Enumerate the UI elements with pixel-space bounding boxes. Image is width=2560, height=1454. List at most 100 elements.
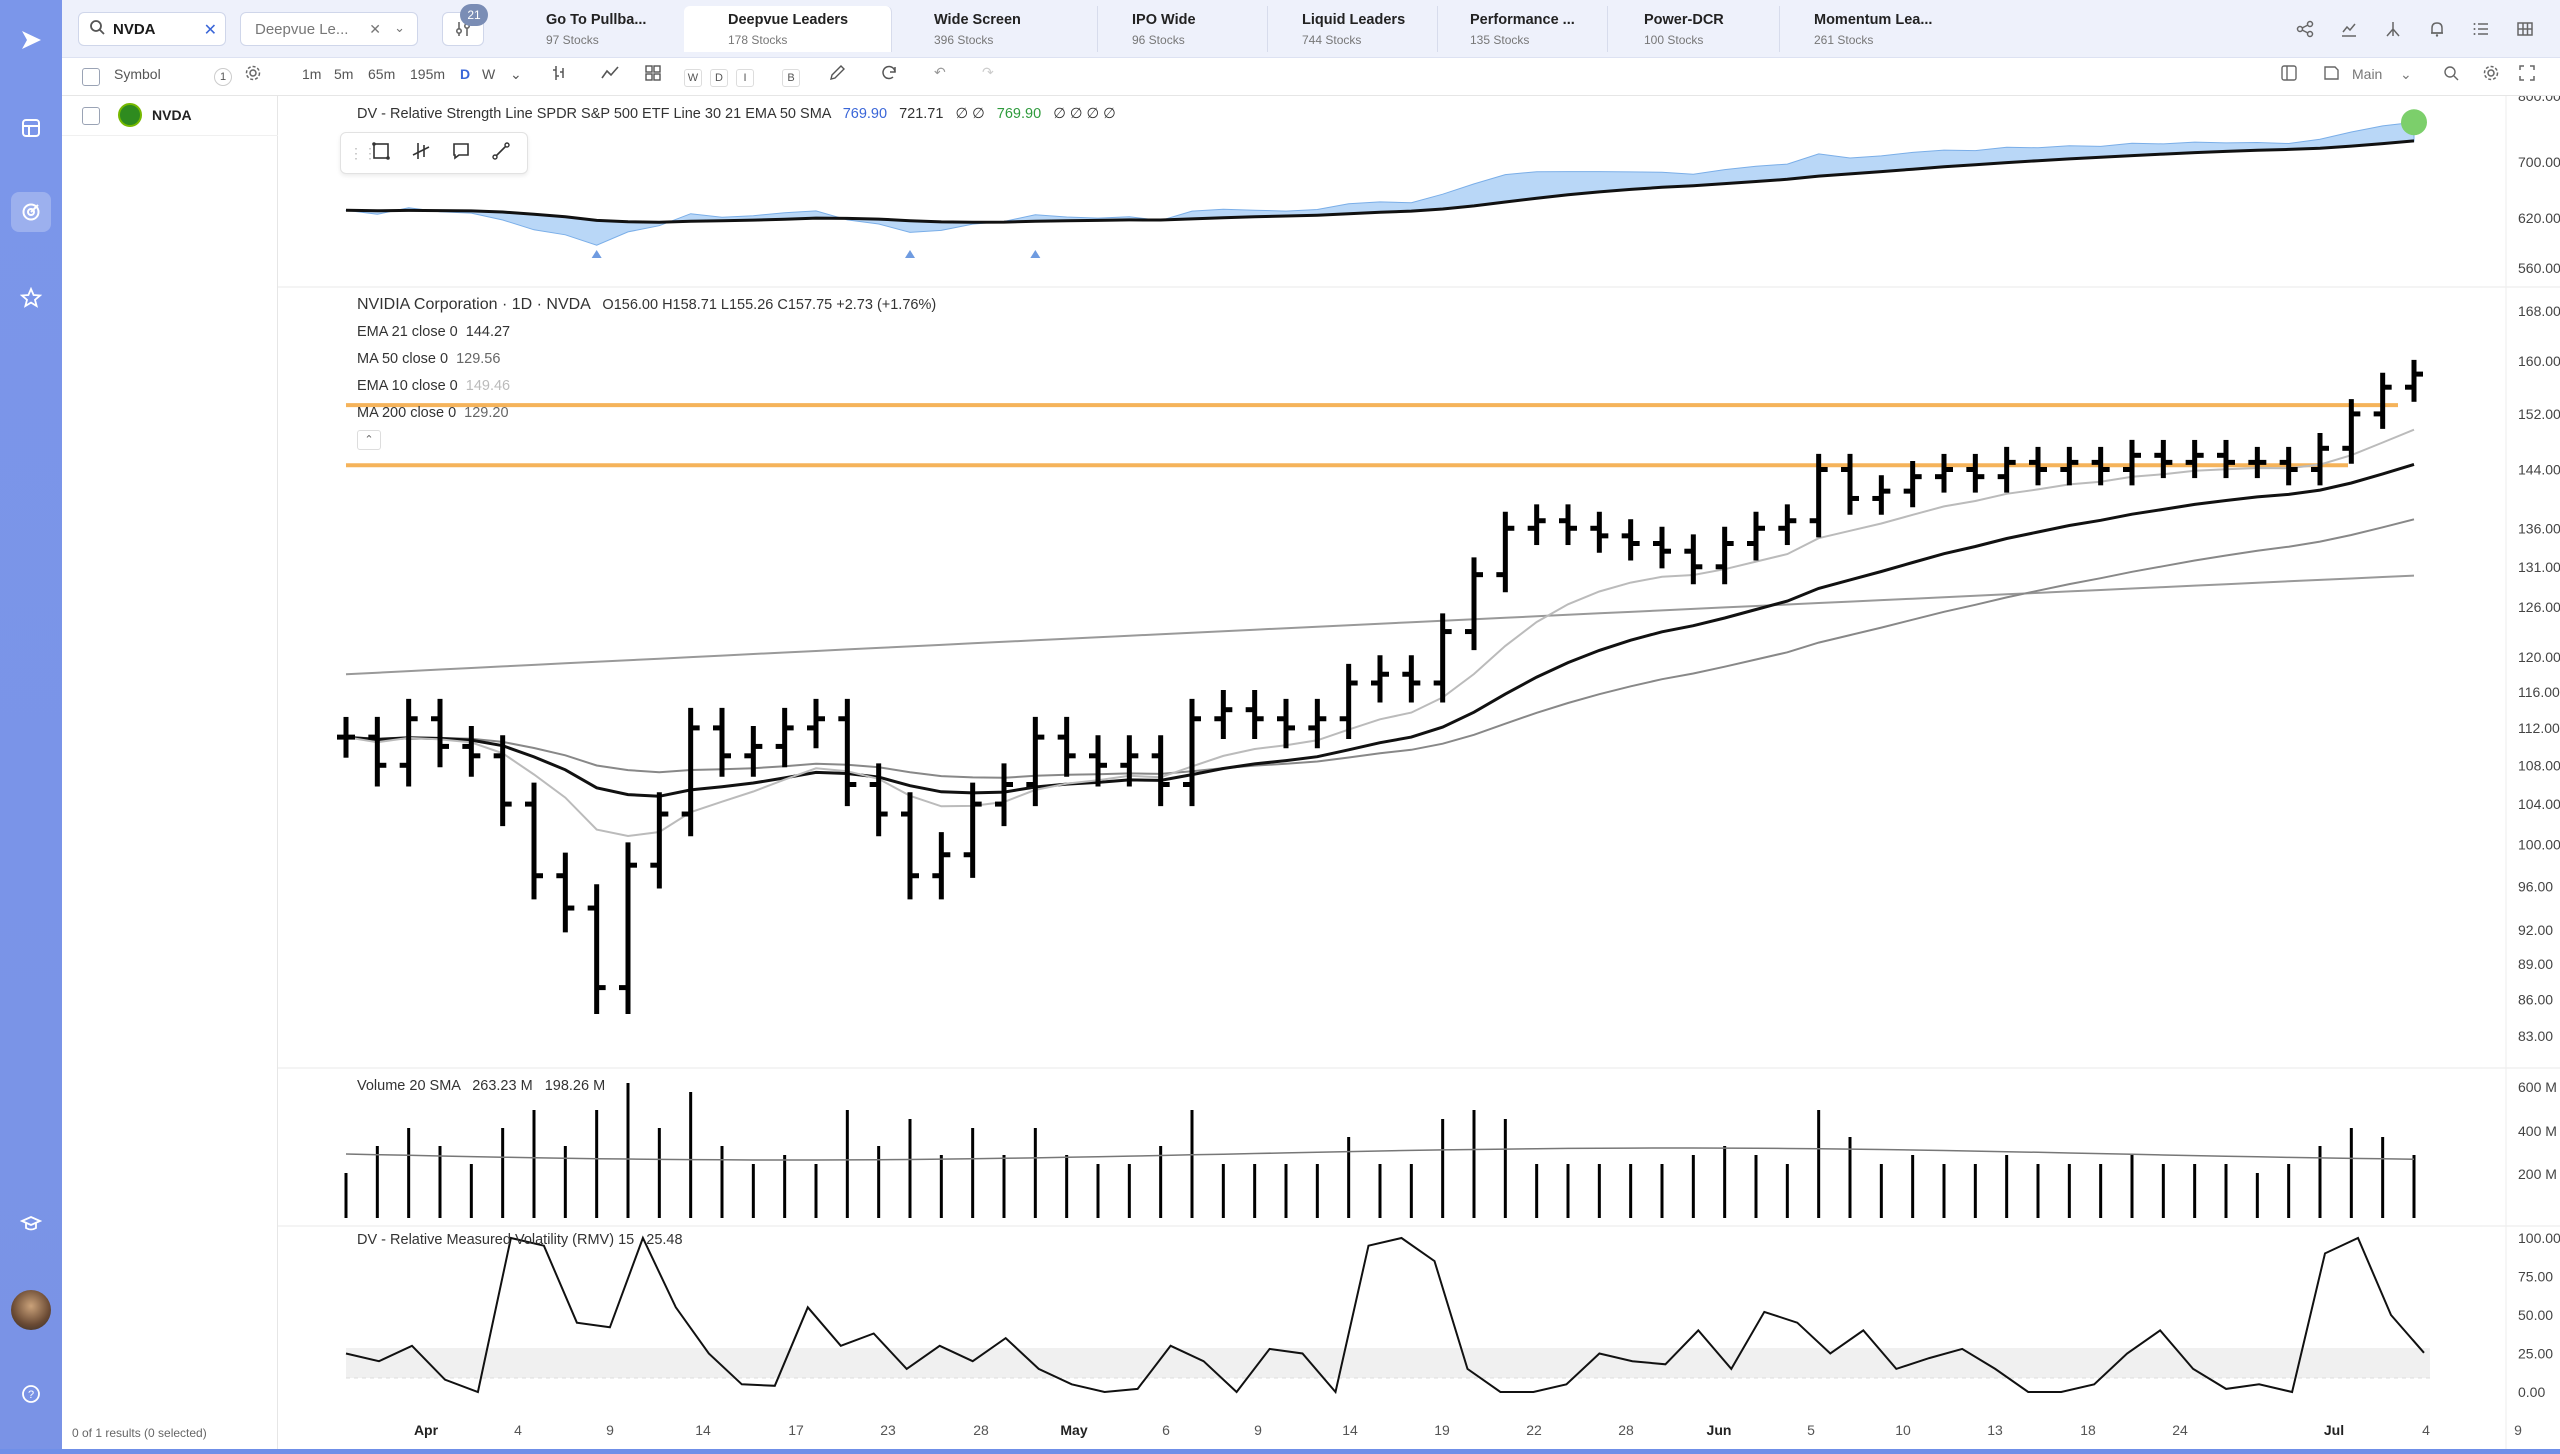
layout-name[interactable]: Main (2352, 66, 2383, 82)
interval-5m[interactable]: 5m (334, 66, 354, 82)
tab-ipo-wide[interactable]: IPO Wide 96 Stocks (1098, 6, 1268, 52)
x-tick-label: 5 (1807, 1422, 1815, 1438)
chart-area[interactable]: 800.00 700.00 620.00 560.00 168.00 160.00 152.… (278, 88, 2560, 1449)
price-bar (1026, 716, 1045, 807)
x-tick-label: 9 (2514, 1422, 2522, 1438)
layout-icon[interactable] (2280, 64, 2298, 85)
chevron-down-icon[interactable]: ⌄ (394, 20, 405, 35)
interval-65m[interactable]: 65m (368, 66, 396, 82)
price-bar (587, 884, 606, 1014)
chart-line-icon[interactable] (2334, 14, 2364, 44)
tab-count: 396 Stocks (934, 33, 994, 47)
watchlist-select[interactable]: Deepvue Le... ✕ ⌄ (240, 12, 418, 46)
indicators-icon[interactable] (600, 64, 620, 85)
watchlist-icon[interactable] (11, 108, 51, 148)
bar-pattern-tool-icon[interactable] (411, 141, 431, 166)
price-bar (1997, 446, 2016, 493)
refresh-icon[interactable] (880, 64, 898, 85)
fullscreen-icon[interactable] (2518, 64, 2536, 85)
price-bar (2185, 439, 2204, 479)
price-bar (2248, 446, 2267, 479)
list-view-icon[interactable] (2466, 14, 2496, 44)
rectangle-tool-icon[interactable] (371, 141, 391, 166)
bell-icon[interactable] (2422, 14, 2452, 44)
price-bar (1559, 504, 1577, 546)
select-all-checkbox[interactable] (82, 68, 100, 86)
price-legend: NVIDIA Corporation · 1D · NVDA O156.00 H… (357, 296, 936, 314)
bar-style-icon[interactable] (550, 64, 568, 85)
volume-sma-line (345, 1147, 2415, 1161)
x-tick-label: 4 (514, 1422, 522, 1438)
flag-w[interactable]: W (684, 69, 702, 87)
price-bar (650, 792, 669, 889)
trendline-tool-icon[interactable] (491, 141, 511, 166)
tab-wide-screen[interactable]: Wide Screen 396 Stocks (894, 6, 1098, 52)
undo-icon[interactable]: ↶ (934, 64, 946, 80)
interval-chevron-icon[interactable]: ⌄ (510, 66, 522, 82)
tab-count: 178 Stocks (728, 33, 788, 47)
clear-search-icon[interactable]: ✕ (203, 22, 217, 39)
education-icon[interactable] (11, 1204, 51, 1244)
price-bar (1120, 735, 1139, 787)
price-bar (1371, 655, 1389, 703)
interval-d[interactable]: D (460, 66, 471, 82)
redo-icon[interactable]: ↷ (982, 64, 994, 80)
rmv-pane (345, 1235, 2425, 1395)
tab-count: 261 Stocks (1814, 33, 1874, 47)
tab-deepvue-leaders[interactable]: Deepvue Leaders 178 Stocks (684, 6, 892, 52)
tab-performance[interactable]: Performance ... 135 Stocks (1438, 6, 1608, 52)
price-bar (1684, 534, 1703, 585)
rs-tick-label: 560.00 (2518, 260, 2560, 276)
tab-name: Power-DCR (1644, 12, 1724, 28)
watchlist-select-value: Deepvue Le... (255, 20, 349, 38)
draw-pen-icon[interactable] (828, 64, 846, 85)
price-bar (838, 698, 857, 807)
rs-ema-line (345, 139, 2415, 224)
rs-tick-label: 800.00 (2518, 96, 2560, 104)
symbol-search[interactable]: NVDA ✕ (78, 12, 226, 46)
screener-icon[interactable] (11, 192, 51, 232)
rs-value-2: 721.71 (899, 106, 944, 122)
rmv-line (345, 1235, 2425, 1395)
rs-value-3: 769.90 (996, 106, 1042, 122)
rmv-tick-label: 75.00 (2518, 1269, 2553, 1285)
pitchfork-icon[interactable] (2378, 14, 2408, 44)
collapse-legend-button[interactable]: ⌃ (357, 430, 381, 450)
help-icon[interactable]: ? (11, 1374, 51, 1414)
drag-handle-icon[interactable]: ⋮⋮ (349, 144, 377, 161)
layout-chevron-icon[interactable]: ⌄ (2400, 66, 2412, 82)
user-avatar[interactable] (11, 1290, 51, 1330)
save-layout-icon[interactable] (2322, 64, 2340, 85)
interval-195m[interactable]: 195m (410, 66, 446, 82)
tab-liquid-leaders[interactable]: Liquid Leaders 744 Stocks (1268, 6, 1438, 52)
ma200-value: 129.20 (464, 405, 509, 421)
rs-value-1: 769.90 (842, 106, 888, 122)
interval-w[interactable]: W (482, 66, 496, 82)
tab-name: Performance ... (1470, 12, 1575, 28)
flag-d[interactable]: D (710, 69, 728, 87)
zoom-icon[interactable] (2442, 64, 2460, 85)
tab-name: Go To Pullba... (546, 12, 647, 28)
list-item[interactable]: NVDA (62, 96, 278, 136)
star-icon[interactable] (11, 278, 51, 318)
note-tool-icon[interactable] (451, 141, 471, 166)
price-tick-label: 120.00 (2518, 649, 2560, 665)
tab-count: 97 Stocks (546, 33, 599, 47)
flag-b[interactable]: B (782, 69, 800, 87)
flag-i[interactable]: I (736, 69, 754, 87)
share-icon[interactable] (2290, 14, 2320, 44)
tab-power-dcr[interactable]: Power-DCR 100 Stocks (1608, 6, 1780, 52)
templates-icon[interactable] (644, 64, 662, 85)
price-chart-svg[interactable]: 800.00700.00620.00560.00168.00160.00152.… (278, 88, 2560, 1449)
interval-1m[interactable]: 1m (302, 66, 322, 82)
grid-view-icon[interactable] (2510, 14, 2540, 44)
row-checkbox[interactable] (82, 107, 100, 125)
ma50-value: 129.56 (456, 351, 501, 367)
clear-list-icon[interactable]: ✕ (369, 21, 381, 37)
ma200-label: MA 200 close 0 (357, 405, 457, 421)
chart-settings-icon[interactable] (2482, 64, 2500, 85)
settings-gear-icon[interactable] (244, 64, 262, 85)
rmv-tick-label: 100.00 (2518, 1230, 2560, 1246)
tab-momentum-leaders[interactable]: Momentum Lea... 261 Stocks (1780, 6, 1960, 52)
logo-play-icon[interactable] (11, 20, 51, 60)
